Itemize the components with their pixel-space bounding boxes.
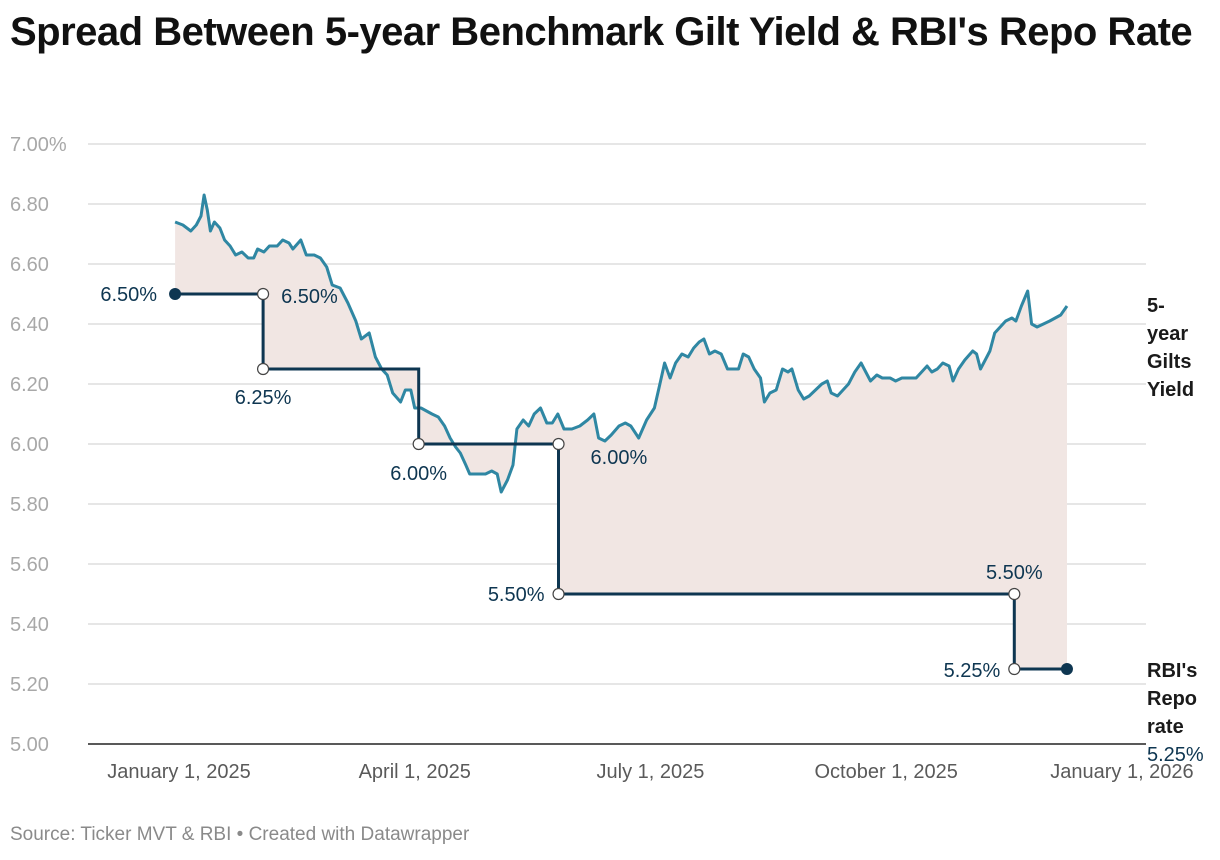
- y-tick-label: 5.80: [10, 494, 49, 516]
- repo-series-label: rate: [1147, 716, 1184, 738]
- repo-rate-data-labels: 6.50% 6.50% 6.25% 6.00% 6.00% 5.50% 5.50% 5.25%: [100, 284, 1043, 682]
- repo-data-label: 6.00%: [390, 463, 447, 485]
- repo-rate-markers: [169, 287, 1073, 676]
- y-tick-label: 5.20: [10, 674, 49, 696]
- gilt-yield-series-label: year: [1147, 323, 1188, 345]
- repo-change-marker: [552, 587, 565, 601]
- y-tick-label: 7.00%: [10, 134, 67, 156]
- repo-series-label: RBI's: [1147, 660, 1197, 682]
- repo-change-marker: [552, 437, 565, 451]
- repo-data-label: 6.50%: [100, 284, 157, 306]
- x-tick-label: January 1, 2026: [1050, 761, 1193, 783]
- x-tick-label: July 1, 2025: [597, 761, 705, 783]
- repo-change-marker: [412, 437, 425, 451]
- repo-change-marker: [256, 287, 270, 301]
- y-tick-label: 6.60: [10, 254, 49, 276]
- repo-endpoint-marker: [169, 288, 182, 300]
- repo-change-marker: [256, 362, 270, 376]
- repo-data-label: 5.50%: [488, 584, 545, 606]
- repo-endpoint-marker: [1060, 663, 1073, 675]
- series-labels: 5- year Gilts Yield RBI's Repo rate 5.25%: [1147, 295, 1204, 766]
- repo-data-label: 5.50%: [986, 562, 1043, 584]
- source-note: Source: Ticker MVT & RBI • Created with …: [10, 824, 470, 845]
- repo-data-label: 6.50%: [281, 286, 338, 308]
- y-axis-ticks: 7.00% 6.80 6.60 6.40 6.20 6.00 5.80 5.60 5.40 5.2…: [10, 134, 67, 756]
- y-tick-label: 5.00: [10, 734, 49, 756]
- repo-data-label: 5.25%: [944, 660, 1001, 682]
- repo-change-marker: [1008, 587, 1021, 601]
- spread-area: [175, 195, 1068, 669]
- chart-svg: 7.00% 6.80 6.60 6.40 6.20 6.00 5.80 5.60 5.40 5.2…: [10, 134, 1204, 783]
- x-axis-ticks: January 1, 2025 April 1, 2025 July 1, 2025…: [107, 761, 1193, 783]
- y-tick-label: 6.80: [10, 194, 49, 216]
- repo-end-value-label: 5.25%: [1147, 744, 1204, 766]
- repo-rate-step-line: [175, 292, 1067, 671]
- y-tick-label: 6.40: [10, 314, 49, 336]
- gilt-yield-series-label: Yield: [1147, 379, 1194, 401]
- y-tick-label: 5.60: [10, 554, 49, 576]
- gilt-yield-series-label: Gilts: [1147, 351, 1191, 373]
- x-tick-label: October 1, 2025: [815, 761, 958, 783]
- repo-change-marker: [1008, 662, 1021, 676]
- x-tick-label: April 1, 2025: [359, 761, 471, 783]
- y-tick-label: 6.00: [10, 434, 49, 456]
- chart-title: Spread Between 5-year Benchmark Gilt Yie…: [10, 10, 1193, 54]
- repo-data-label: 6.00%: [591, 447, 648, 469]
- x-tick-label: January 1, 2025: [107, 761, 250, 783]
- repo-series-label: Repo: [1147, 688, 1197, 710]
- y-tick-label: 6.20: [10, 374, 49, 396]
- y-tick-label: 5.40: [10, 614, 49, 636]
- gilt-yield-line: [174, 193, 1069, 494]
- gilt-yield-series-label: 5-: [1147, 295, 1165, 317]
- repo-data-label: 6.25%: [235, 387, 292, 409]
